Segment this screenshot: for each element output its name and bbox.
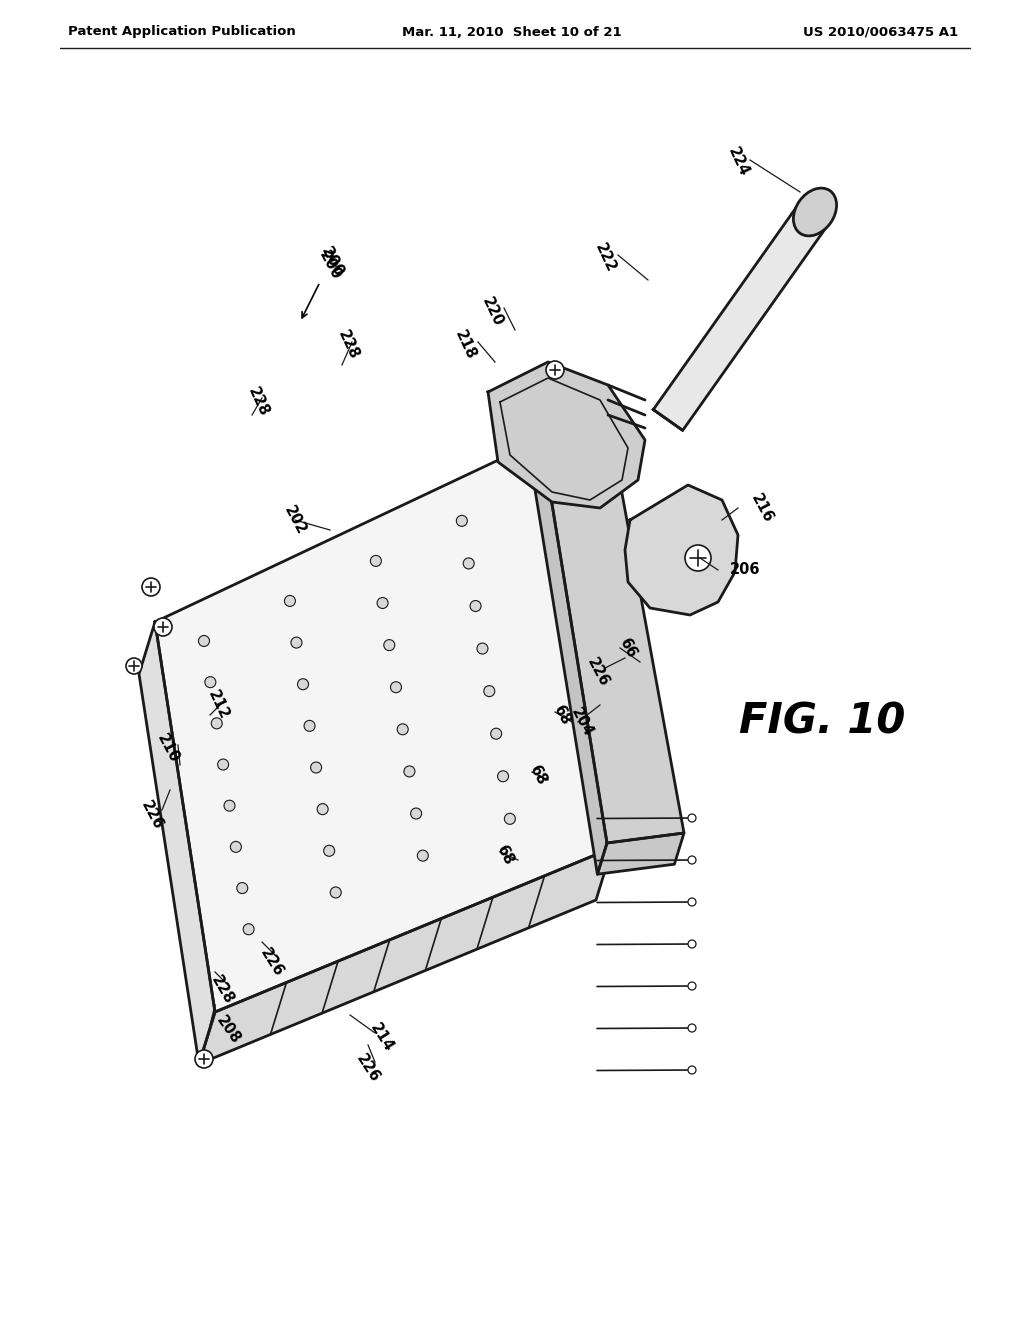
Text: 226: 226 [138,799,166,832]
Circle shape [237,883,248,894]
Circle shape [490,729,502,739]
Circle shape [688,898,696,906]
Text: Mar. 11, 2010  Sheet 10 of 21: Mar. 11, 2010 Sheet 10 of 21 [402,25,622,38]
Circle shape [411,808,422,818]
Circle shape [304,721,315,731]
Circle shape [310,762,322,774]
Text: 212: 212 [205,688,231,722]
Circle shape [546,360,564,379]
Circle shape [285,595,296,606]
Text: 222: 222 [592,242,618,275]
Text: 226: 226 [585,655,611,689]
Polygon shape [530,430,607,874]
Circle shape [384,640,395,651]
Circle shape [371,556,381,566]
Text: 216: 216 [749,491,776,525]
Text: 204: 204 [568,705,596,739]
Circle shape [230,841,242,853]
Text: 68: 68 [551,702,573,727]
Circle shape [463,558,474,569]
Text: 220: 220 [479,294,505,329]
Circle shape [688,855,696,865]
Text: 228: 228 [208,973,237,1007]
Polygon shape [155,438,612,1012]
Circle shape [397,723,409,735]
Circle shape [126,657,142,675]
Ellipse shape [794,189,837,236]
Circle shape [291,638,302,648]
Text: 224: 224 [725,145,752,180]
Text: FIG. 10: FIG. 10 [738,701,905,743]
Circle shape [142,578,160,597]
Text: 208: 208 [213,1014,243,1047]
Polygon shape [653,202,829,430]
Circle shape [688,940,696,948]
Text: 200: 200 [316,248,344,282]
Circle shape [324,845,335,857]
Text: 228: 228 [245,385,271,418]
Text: 228: 228 [335,327,361,362]
Circle shape [470,601,481,611]
Polygon shape [139,622,215,1064]
Text: Patent Application Publication: Patent Application Publication [68,25,296,38]
Text: 218: 218 [452,327,478,362]
Circle shape [243,924,254,935]
Polygon shape [488,362,645,508]
Circle shape [688,982,696,990]
Text: 226: 226 [353,1051,383,1085]
Circle shape [457,515,467,527]
Text: 200: 200 [317,244,346,280]
Polygon shape [199,847,612,1064]
Polygon shape [625,484,738,615]
Text: 214: 214 [368,1022,396,1055]
Circle shape [298,678,308,690]
Text: US 2010/0063475 A1: US 2010/0063475 A1 [803,25,958,38]
Text: 68: 68 [526,763,550,788]
Circle shape [330,887,341,898]
Polygon shape [597,833,684,874]
Circle shape [224,800,234,812]
Circle shape [688,814,696,822]
Circle shape [483,685,495,697]
Circle shape [195,1049,213,1068]
Circle shape [317,804,328,814]
Circle shape [418,850,428,861]
Circle shape [685,545,711,572]
Text: 66: 66 [616,635,639,660]
Polygon shape [540,430,684,843]
Circle shape [688,1067,696,1074]
Circle shape [505,813,515,824]
Circle shape [377,598,388,609]
Text: 68: 68 [494,842,516,867]
Text: 202: 202 [282,503,309,537]
Circle shape [211,718,222,729]
Circle shape [403,766,415,777]
Circle shape [199,635,210,647]
Circle shape [477,643,488,655]
Circle shape [154,618,172,636]
Text: 226: 226 [258,945,287,979]
Circle shape [205,677,216,688]
Text: 210: 210 [155,731,182,766]
Circle shape [218,759,228,770]
Circle shape [498,771,509,781]
Text: 206: 206 [730,562,760,578]
Circle shape [390,681,401,693]
Circle shape [688,1024,696,1032]
